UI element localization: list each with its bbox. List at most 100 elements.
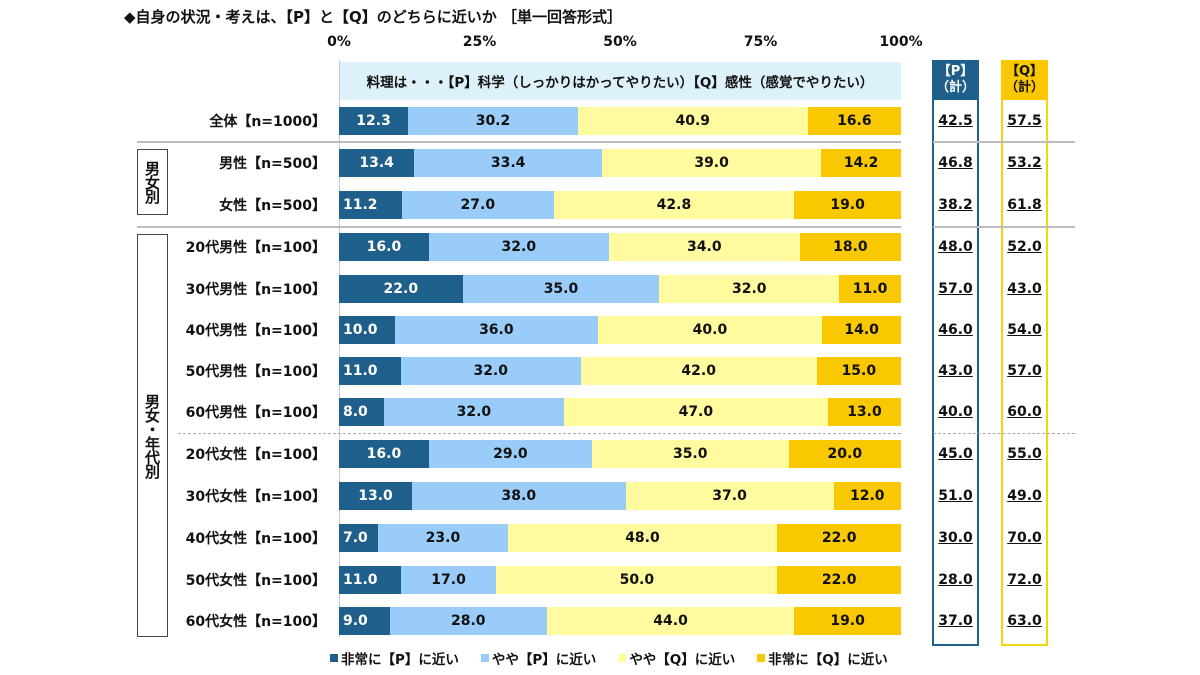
- bar-segment: 12.3: [339, 107, 409, 135]
- p-total-value: 42.5: [938, 113, 973, 129]
- row-label: 全体【n=1000】: [209, 114, 326, 130]
- q-total-header: 【Q】 （計）: [1001, 60, 1048, 100]
- q-total-value: 57.5: [1007, 113, 1042, 129]
- bar-segment: 37.0: [625, 482, 834, 510]
- bar-segment: 11.0: [839, 275, 901, 303]
- legend-swatch-icon: [480, 654, 489, 662]
- q-total-value: 54.0: [1007, 322, 1042, 338]
- bar-segment: 48.0: [507, 524, 778, 552]
- x-tick-label: 25%: [462, 34, 497, 50]
- p-total-value: 48.0: [938, 239, 973, 255]
- q-total-value: 53.2: [1007, 155, 1042, 171]
- bar-segment: 42.8: [553, 191, 795, 219]
- chart-title: ◆自身の状況・考えは、【P】と【Q】のどちらに近いか ［単一回答形式］: [124, 8, 623, 26]
- q-total-value: 49.0: [1007, 488, 1042, 504]
- bar-segment: 19.0: [794, 191, 901, 219]
- bar-segment: 27.0: [401, 191, 554, 219]
- bar-segment: 39.0: [602, 149, 822, 177]
- p-total-value: 46.8: [938, 155, 973, 171]
- bar-segment: 42.0: [580, 357, 817, 385]
- q-total-value: 60.0: [1007, 404, 1042, 420]
- bar-segment: 20.0: [788, 440, 901, 468]
- row-label: 女性【n=500】: [219, 198, 326, 214]
- bar-segment: 12.0: [833, 482, 901, 510]
- separator-line: [137, 141, 901, 143]
- legend: 非常に【P】に近い やや【P】に近い やや【Q】に近い 非常に【Q】に近い: [330, 648, 888, 668]
- separator-dashed-line: [933, 433, 1075, 434]
- p-total-value: 57.0: [938, 281, 973, 297]
- p-total-value: 38.2: [938, 197, 973, 213]
- row-label: 60代女性【n=100】: [185, 614, 326, 630]
- legend-item: 非常に【Q】に近い: [757, 648, 888, 668]
- bar-segment: 35.0: [591, 440, 789, 468]
- bar-segment: 23.0: [378, 524, 508, 552]
- bar-segment: 44.0: [546, 607, 795, 635]
- legend-label: やや【P】に近い: [491, 652, 597, 668]
- x-tick-label: 100%: [879, 34, 923, 50]
- bar-segment: 40.0: [597, 316, 823, 344]
- legend-item: やや【Q】に近い: [618, 648, 735, 668]
- row-label: 50代女性【n=100】: [185, 573, 326, 589]
- bar-segment: 32.0: [383, 398, 564, 426]
- p-total-value: 37.0: [938, 613, 973, 629]
- group-label-gender: 男女別: [143, 161, 161, 203]
- p-total-column-frame: [932, 60, 979, 646]
- bar-segment: 50.0: [496, 566, 778, 594]
- q-total-column-frame: [1001, 60, 1048, 646]
- p-total-value: 43.0: [938, 363, 973, 379]
- bar-segment: 7.0: [339, 524, 379, 552]
- legend-item: やや【P】に近い: [480, 648, 597, 668]
- row-label: 20代女性【n=100】: [185, 447, 326, 463]
- legend-label: 非常に【Q】に近い: [768, 652, 888, 668]
- bar-segment: 10.0: [339, 316, 396, 344]
- q-total-value: 57.0: [1007, 363, 1042, 379]
- row-label: 60代男性【n=100】: [185, 405, 326, 421]
- legend-swatch-icon: [618, 654, 627, 662]
- x-tick-label: 50%: [603, 34, 637, 50]
- legend-label: 非常に【P】に近い: [341, 652, 459, 668]
- q-total-header-line2: （計）: [1004, 80, 1044, 95]
- bar-segment: 19.0: [794, 607, 901, 635]
- row-label: 50代男性【n=100】: [185, 364, 326, 380]
- legend-item: 非常に【P】に近い: [330, 648, 459, 668]
- row-label: 20代男性【n=100】: [185, 240, 326, 256]
- bar-segment: 29.0: [428, 440, 592, 468]
- row-label: 40代女性【n=100】: [185, 531, 326, 547]
- legend-swatch-icon: [330, 654, 338, 662]
- bar-segment: 11.0: [339, 357, 401, 385]
- q-total-header-line1: 【Q】: [1005, 64, 1044, 79]
- bar-segment: 22.0: [777, 524, 901, 552]
- bar-segment: 34.0: [608, 233, 800, 261]
- q-total-value: 55.0: [1007, 446, 1042, 462]
- bar-segment: 38.0: [412, 482, 626, 510]
- p-total-value: 45.0: [938, 446, 973, 462]
- bar-segment: 9.0: [339, 607, 390, 635]
- zero-axis-line: [339, 60, 340, 637]
- bar-segment: 22.0: [339, 275, 463, 303]
- bar-segment: 13.4: [339, 149, 415, 177]
- bar-segment: 13.0: [339, 482, 413, 510]
- x-tick-label: 75%: [743, 34, 778, 50]
- bar-segment: 16.0: [339, 440, 429, 468]
- bar-segment: 17.0: [400, 566, 497, 594]
- p-total-value: 51.0: [938, 488, 973, 504]
- bar-segment: 14.0: [822, 316, 901, 344]
- row-label: 30代女性【n=100】: [185, 489, 326, 505]
- separator-line: [933, 226, 1075, 228]
- bar-segment: 16.6: [807, 107, 901, 135]
- bar-segment: 36.0: [395, 316, 598, 344]
- row-label: 40代男性【n=100】: [185, 323, 326, 339]
- bar-segment: 16.0: [339, 233, 429, 261]
- q-total-value: 61.8: [1007, 197, 1042, 213]
- bar-segment: 47.0: [563, 398, 828, 426]
- bar-segment: 32.0: [428, 233, 609, 261]
- q-total-value: 72.0: [1007, 572, 1042, 588]
- bar-segment: 8.0: [339, 398, 384, 426]
- p-total-header-line1: 【P】: [937, 64, 974, 79]
- group-label-gender-age: 男女・年代別: [143, 393, 161, 478]
- bar-segment: 32.0: [400, 357, 581, 385]
- p-total-value: 40.0: [938, 404, 973, 420]
- separator-dashed-line: [178, 433, 901, 434]
- bar-segment: 28.0: [389, 607, 547, 635]
- q-total-value: 52.0: [1007, 239, 1042, 255]
